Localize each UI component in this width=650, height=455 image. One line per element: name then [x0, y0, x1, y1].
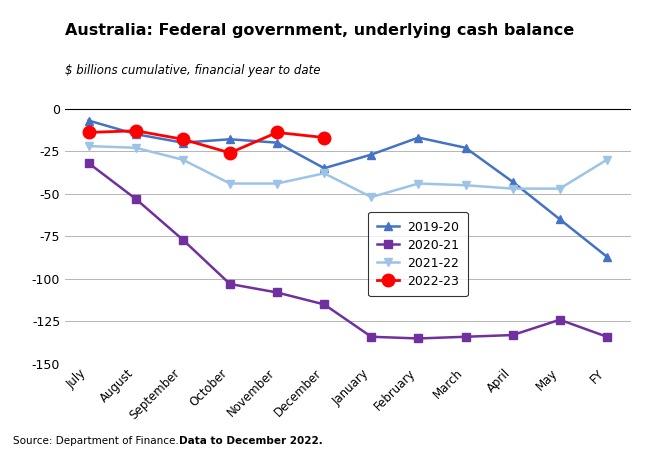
- Line: 2019-20: 2019-20: [84, 116, 611, 261]
- 2022-23: [179, 136, 187, 142]
- 2020-21: [367, 334, 375, 339]
- 2021-22: [509, 186, 517, 192]
- Line: 2022-23: 2022-23: [83, 125, 330, 159]
- 2020-21: [320, 302, 328, 307]
- 2021-22: [132, 145, 140, 151]
- 2022-23: [226, 150, 234, 156]
- 2019-20: [132, 131, 140, 137]
- 2019-20: [462, 145, 469, 151]
- 2020-21: [84, 160, 92, 166]
- 2020-21: [509, 332, 517, 338]
- 2020-21: [226, 281, 234, 287]
- Text: Australia: Federal government, underlying cash balance: Australia: Federal government, underlyin…: [65, 23, 574, 38]
- 2022-23: [132, 128, 140, 133]
- 2022-23: [320, 135, 328, 140]
- 2020-21: [556, 317, 564, 323]
- 2019-20: [84, 118, 92, 123]
- 2020-21: [273, 290, 281, 295]
- 2021-22: [179, 157, 187, 162]
- 2022-23: [273, 130, 281, 135]
- 2020-21: [603, 334, 611, 339]
- 2020-21: [462, 334, 469, 339]
- 2022-23: [84, 130, 92, 135]
- 2020-21: [179, 237, 187, 243]
- 2019-20: [367, 152, 375, 157]
- 2021-22: [462, 182, 469, 188]
- 2021-22: [226, 181, 234, 186]
- Line: 2021-22: 2021-22: [84, 142, 611, 201]
- Text: Source: Department of Finance.: Source: Department of Finance.: [13, 436, 182, 446]
- 2019-20: [509, 179, 517, 185]
- 2019-20: [603, 254, 611, 259]
- 2019-20: [179, 140, 187, 146]
- 2021-22: [415, 181, 422, 186]
- 2020-21: [415, 336, 422, 341]
- 2021-22: [320, 171, 328, 176]
- 2021-22: [84, 143, 92, 149]
- 2019-20: [320, 166, 328, 171]
- 2019-20: [226, 136, 234, 142]
- 2021-22: [367, 194, 375, 200]
- 2020-21: [132, 196, 140, 202]
- Legend: 2019-20, 2020-21, 2021-22, 2022-23: 2019-20, 2020-21, 2021-22, 2022-23: [368, 212, 467, 296]
- Line: 2020-21: 2020-21: [84, 159, 611, 343]
- 2021-22: [603, 157, 611, 162]
- 2021-22: [273, 181, 281, 186]
- 2019-20: [415, 135, 422, 140]
- 2019-20: [556, 217, 564, 222]
- 2019-20: [273, 140, 281, 146]
- Text: Data to December 2022.: Data to December 2022.: [179, 436, 322, 446]
- Text: $ billions cumulative, financial year to date: $ billions cumulative, financial year to…: [65, 64, 320, 77]
- 2021-22: [556, 186, 564, 192]
